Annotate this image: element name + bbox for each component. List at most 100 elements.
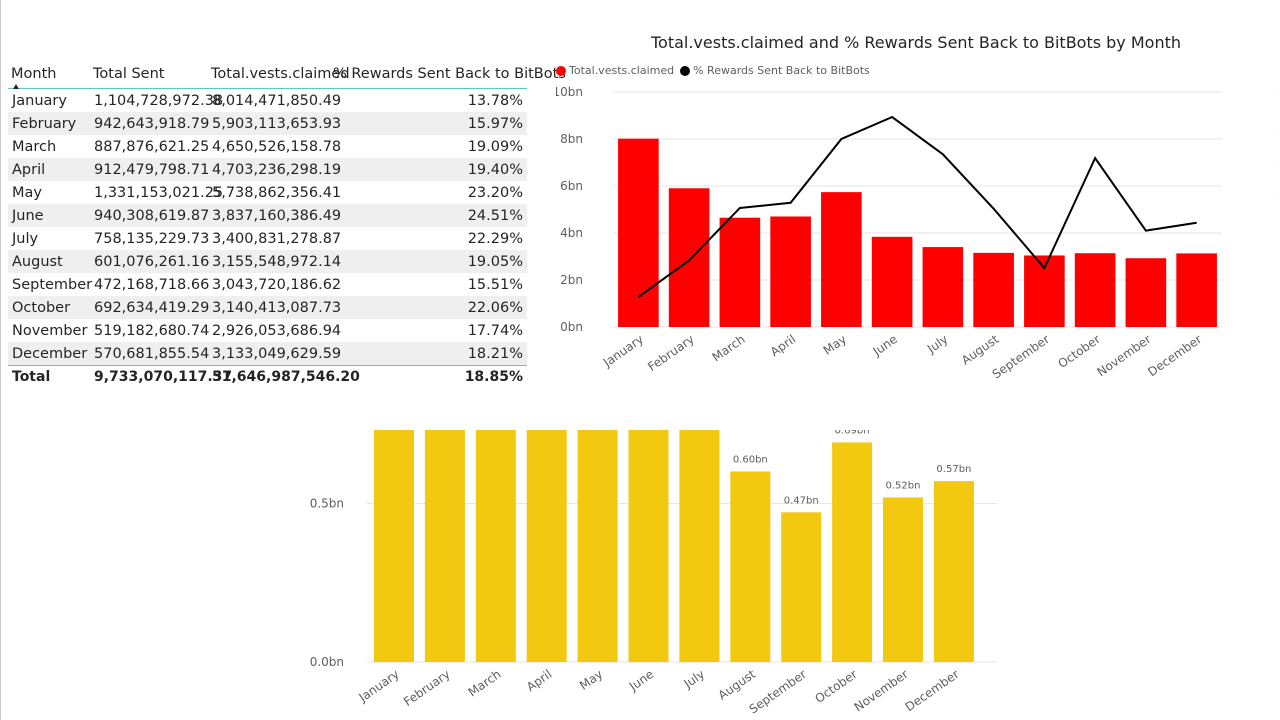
total-vests-value: 51,646,987,546.20 [212, 369, 360, 385]
bar-vests-claimed [668, 188, 710, 327]
combo-chart-title: Total.vests.claimed and % Rewards Sent B… [650, 33, 1182, 52]
table-row[interactable]: October 692,634,419.29 3,140,413,087.73 22.… [8, 296, 527, 319]
header-vests-claimed[interactable]: Total.vests.claimed [208, 60, 350, 89]
bar-total-sent [628, 430, 669, 662]
bar-vests-claimed [821, 192, 862, 327]
bar-vests-claimed [922, 247, 964, 327]
bar-total-sent [933, 481, 974, 662]
cell-vests-claimed: 3,837,160,386.49 [208, 204, 341, 227]
x-tick-label: August [959, 332, 1002, 368]
x-tick-label: March [710, 332, 748, 364]
sort-ascending-icon[interactable] [13, 84, 19, 89]
header-vests-claimed-label: Total.vests.claimed [211, 66, 350, 82]
cell-month: August [8, 250, 90, 273]
cell-month: November [12, 322, 88, 339]
legend-vests-label: Total.vests.claimed [569, 64, 675, 77]
cell-total-sent: 692,634,419.29 [90, 296, 209, 319]
cell-month: March [12, 138, 57, 155]
bar-total-sent [832, 442, 873, 662]
x-tick-label: July [681, 667, 708, 691]
cell-total-sent: 519,182,680.74 [94, 322, 210, 339]
table-row[interactable]: August 601,076,261.16 3,155,548,972.14 19.0… [8, 250, 527, 273]
x-tick-label: February [401, 667, 453, 709]
cell-vests-claimed: 5,903,113,653.93 [208, 112, 341, 135]
x-tick-label: August [716, 667, 759, 703]
bar-vests-claimed [618, 138, 659, 327]
header-rewards-pct[interactable]: % Rewards Sent Back to BitBots [330, 60, 566, 89]
table-row[interactable]: May 1,331,153,021.25 5,738,862,356.41 23.20… [8, 181, 527, 204]
cell-month: January [12, 92, 67, 109]
header-month[interactable]: Month [8, 60, 90, 89]
cell-total-sent: 942,643,918.79 [90, 112, 209, 135]
table-row[interactable]: April 912,479,798.71 4,703,236,298.19 19.40… [8, 158, 527, 181]
table-row[interactable]: September 472,168,718.66 3,043,720,186.62 1… [8, 273, 527, 296]
bar-data-label: 0.52bn [886, 480, 921, 491]
x-tick-label: November [1094, 332, 1153, 379]
cell-rewards-pct: 15.97% [330, 112, 527, 135]
cell-rewards-pct: 23.20% [467, 184, 523, 201]
cell-rewards-pct: 24.51% [330, 204, 527, 227]
cell-vests-claimed: 3,133,049,629.59 [208, 342, 341, 366]
y-right-tick-label: 12% [1275, 320, 1276, 334]
table-row[interactable]: January 1,104,728,972.38 8,014,471,850.49 1… [8, 89, 527, 113]
x-tick-label: September [747, 667, 809, 717]
x-tick-label: December [1145, 332, 1204, 379]
cell-total-sent: 758,135,229.73 [94, 230, 210, 247]
header-total-sent-label: Total Sent [93, 66, 165, 82]
bar-vests-claimed [770, 216, 811, 327]
x-tick-label: March [466, 667, 504, 699]
bar-total-sent [374, 430, 414, 662]
bar-vests-claimed [1125, 258, 1167, 327]
bar-data-label: 0.47bn [784, 495, 819, 506]
cell-total-sent: 887,876,621.25 [94, 138, 210, 155]
x-tick-label: October [812, 667, 859, 706]
cell-total-sent: 1,104,728,972.38 [94, 92, 224, 109]
x-tick-label: January [356, 667, 402, 705]
y-left-tick-label: 4bn [560, 226, 583, 240]
cell-vests-claimed: 4,703,236,298.19 [208, 158, 341, 181]
table-row[interactable]: November 519,182,680.74 2,926,053,686.94 17… [8, 319, 527, 342]
y-left-tick-label: 0bn [560, 320, 583, 334]
monthly-table: Month Total Sent Total.vests.claimed % R… [8, 60, 566, 388]
table-row[interactable]: December 570,681,855.54 3,133,049,629.59 18… [8, 342, 527, 366]
table-row[interactable]: February 942,643,918.79 5,903,113,653.93 15… [8, 112, 527, 135]
cell-vests-claimed: 3,043,720,186.62 [212, 276, 342, 293]
cell-total-sent: 912,479,798.71 [90, 158, 209, 181]
table-row[interactable]: March 887,876,621.25 4,650,526,158.78 19.09… [8, 135, 527, 158]
legend-item-vests[interactable]: Total.vests.claimed [556, 64, 674, 77]
y-right-tick-label: 26% [1275, 85, 1276, 99]
y-right-tick-label: 14% [1275, 286, 1276, 300]
legend-rewards-marker [680, 65, 691, 76]
cell-total-sent: 472,168,718.66 [94, 276, 210, 293]
y-right-tick-label: 16% [1275, 253, 1276, 267]
cell-vests-claimed: 5,738,862,356.41 [212, 184, 342, 201]
cell-vests-claimed: 4,650,526,158.78 [212, 138, 342, 155]
table-row[interactable]: June 940,308,619.87 3,837,160,386.49 24.51% [8, 204, 527, 227]
x-tick-label: September [990, 332, 1052, 382]
bar-total-sent [475, 430, 516, 662]
combo-chart-legend: Total.vests.claimed % Rewards Sent Back … [556, 64, 870, 77]
x-tick-label: May [577, 667, 605, 693]
cell-total-sent: 1,331,153,021.25 [94, 184, 224, 201]
cell-rewards-pct: 22.29% [467, 230, 523, 247]
x-tick-label: July [924, 332, 951, 356]
cell-rewards-pct: 19.05% [330, 250, 527, 273]
y-right-tick-label: 22% [1275, 152, 1276, 166]
y-left-tick-label: 10bn [556, 85, 583, 99]
y-left-tick-label: 8bn [560, 132, 583, 146]
cell-rewards-pct: 18.21% [330, 342, 527, 366]
total-sent-bar-chart: 0.0bn0.5bn1.0bn1.10bn0.94bn0.89bn0.91bn1… [310, 430, 997, 717]
total-sent-value: 9,733,070,117.37 [94, 369, 233, 385]
bar-data-label: 0.69bn [835, 430, 870, 436]
x-tick-label: January [600, 332, 646, 370]
legend-item-rewards[interactable]: % Rewards Sent Back to BitBots [680, 64, 870, 77]
table-row[interactable]: July 758,135,229.73 3,400,831,278.87 22.29% [8, 227, 527, 250]
cell-rewards-pct: 19.09% [467, 138, 523, 155]
cell-vests-claimed: 3,400,831,278.87 [212, 230, 342, 247]
x-tick-label: October [1055, 332, 1102, 371]
total-pct-value: 18.85% [464, 369, 523, 385]
cell-month: September [12, 276, 93, 293]
cell-month: May [12, 184, 42, 201]
bar-vests-claimed [1074, 253, 1116, 327]
header-total-sent[interactable]: Total Sent [90, 60, 208, 89]
